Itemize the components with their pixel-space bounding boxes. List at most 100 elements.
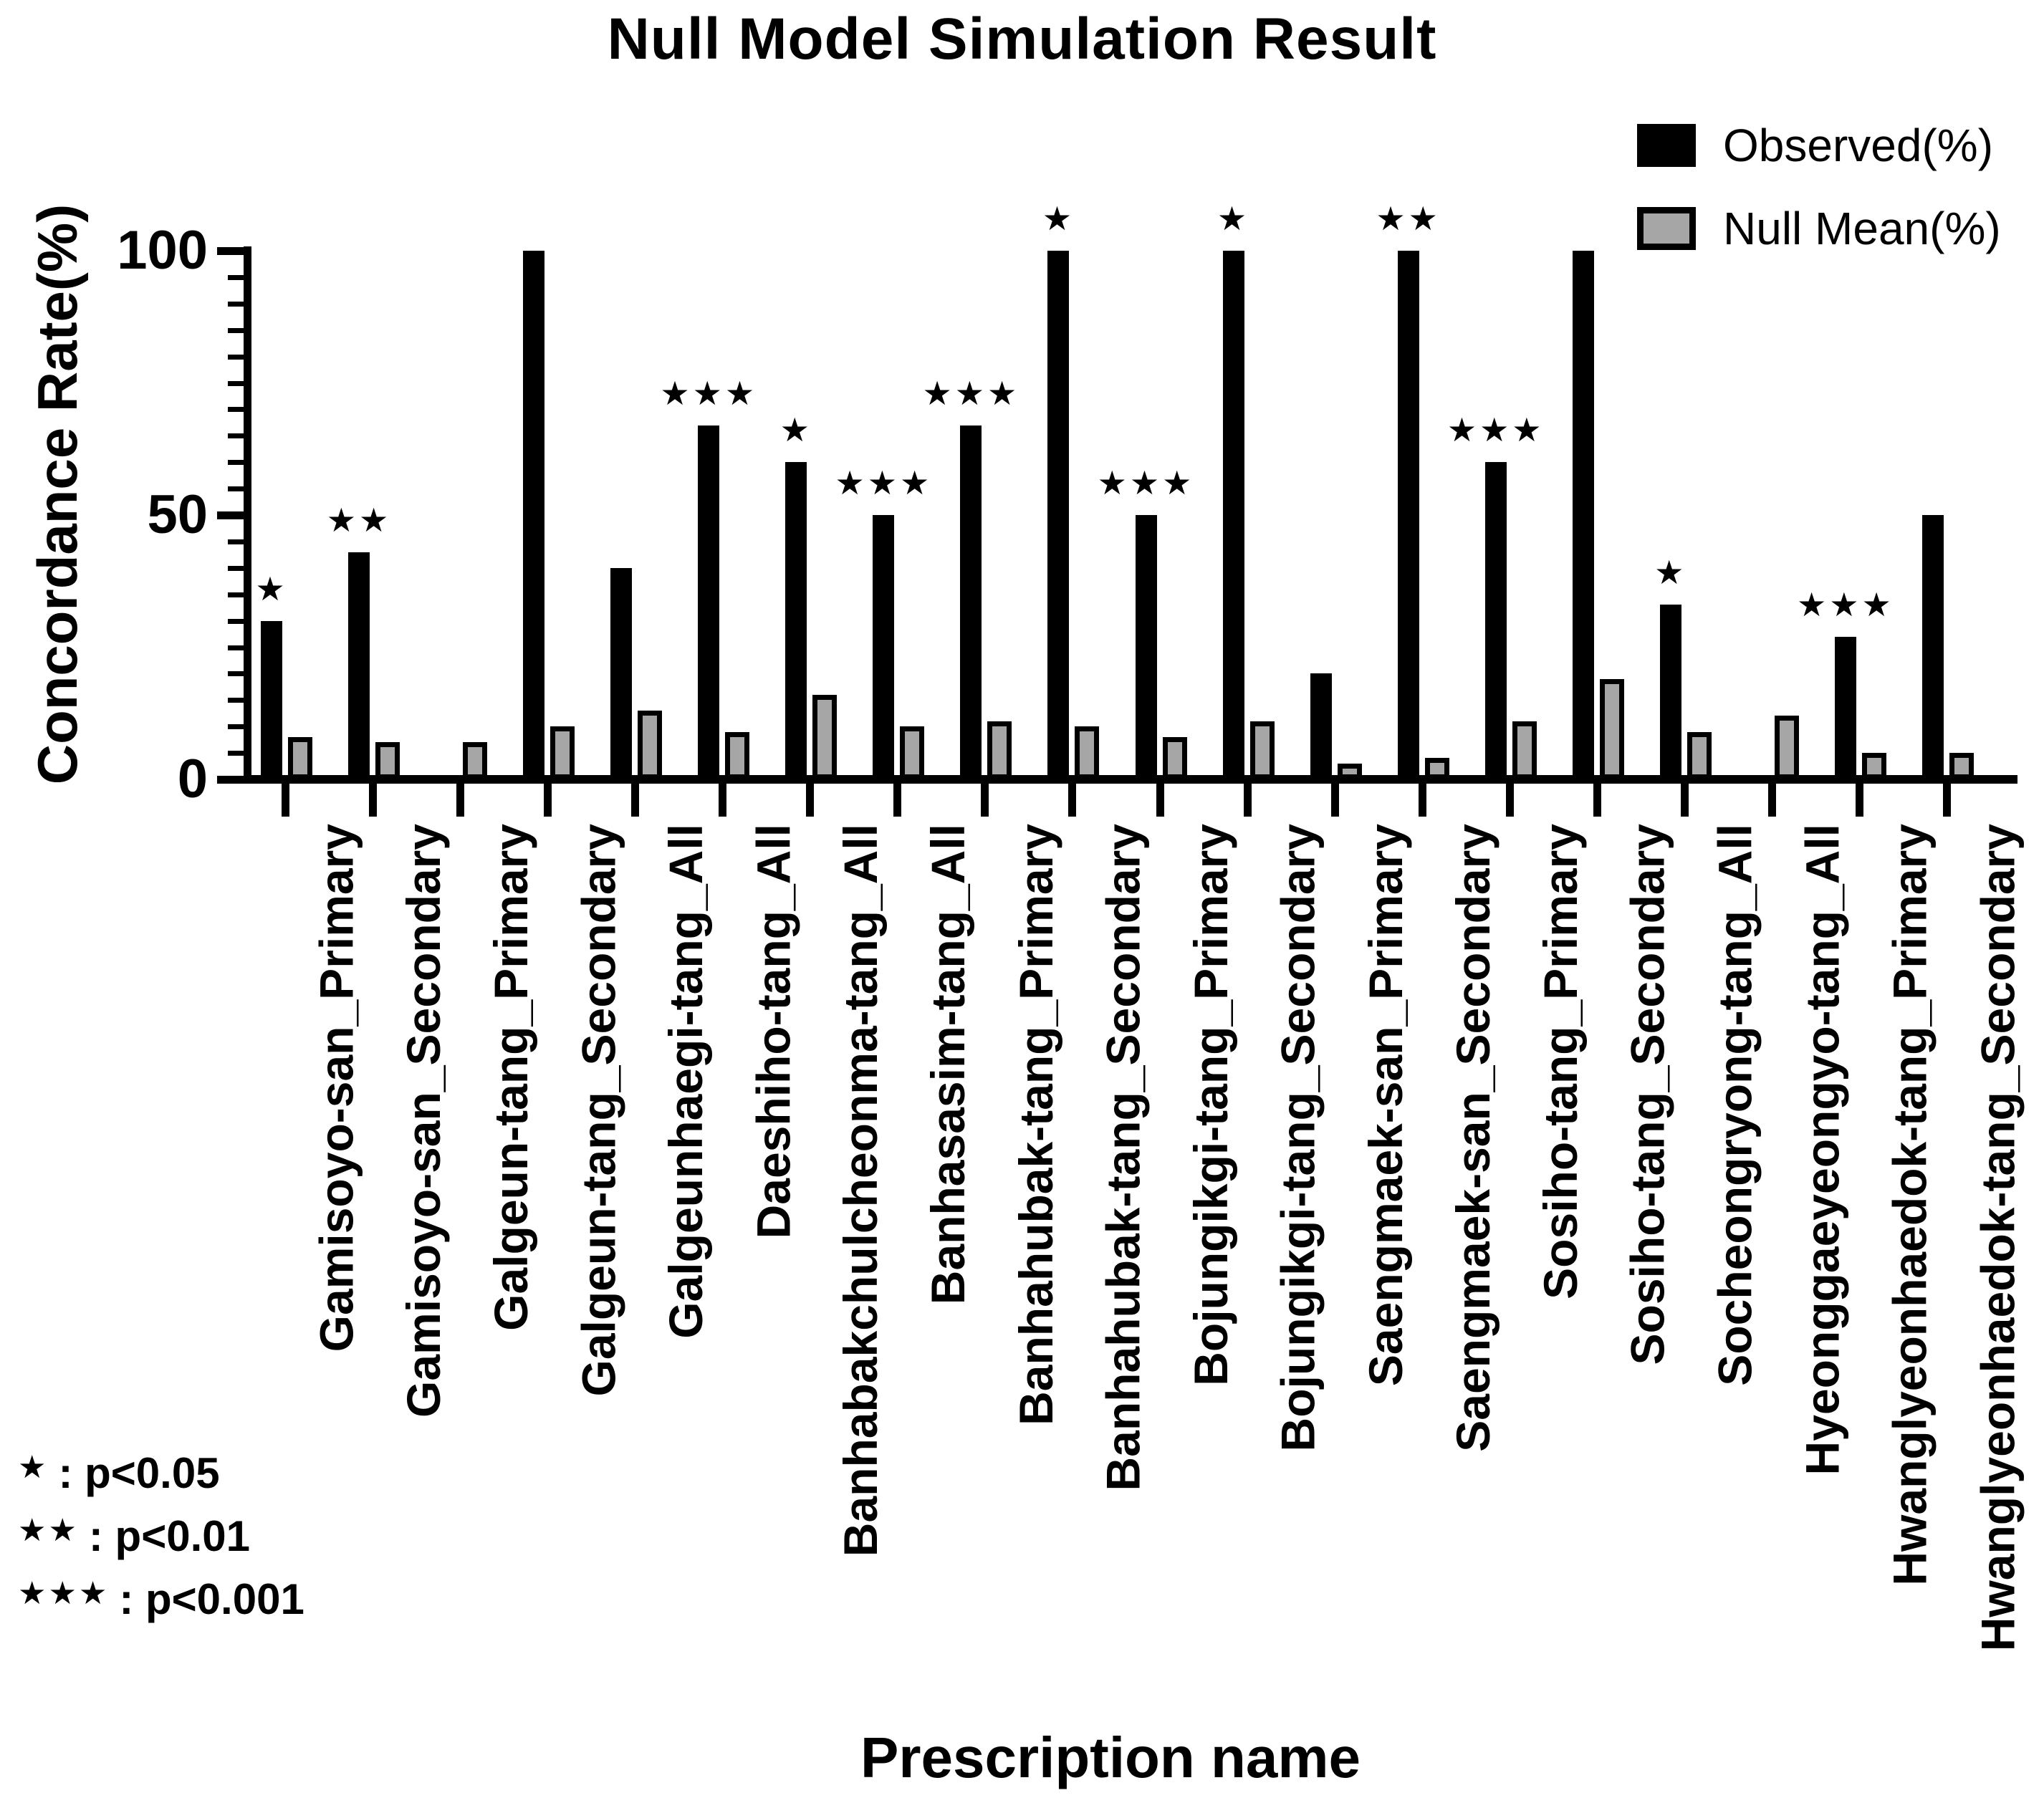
- legend-item-null-mean: Null Mean(%): [1637, 203, 2001, 254]
- y-tick-label: 0: [177, 749, 208, 809]
- legend-label-null-mean: Null Mean(%): [1723, 203, 2001, 254]
- observed-bar: [1047, 251, 1070, 779]
- x-tick: [544, 784, 552, 817]
- x-tick: [1855, 784, 1863, 817]
- x-category-label: Banhahubak-tang_Secondary: [1096, 824, 1150, 1491]
- y-minor-tick: [228, 592, 244, 597]
- x-category-label: Hwanglyeonhaedok-tang_Primary: [1883, 824, 1937, 1586]
- y-tick-label: 50: [147, 484, 208, 545]
- observed-bar: [1572, 251, 1594, 779]
- footnote-line: ★★ : p<0.01: [18, 1504, 304, 1567]
- footnote-stars-icon: ★★★: [18, 1574, 110, 1612]
- x-category-label: Socheongryong-tang_All: [1708, 824, 1762, 1386]
- null-mean-bar: [1686, 731, 1712, 779]
- x-tick: [1942, 784, 1951, 817]
- significance-stars: ★★★: [922, 373, 1020, 413]
- observed-bar: [1310, 673, 1332, 779]
- x-category-label: Sosiho-tang_Primary: [1533, 824, 1587, 1299]
- x-category-label: Banhabakchulcheonma-tang_All: [834, 824, 888, 1557]
- significance-stars: ★: [1042, 199, 1075, 238]
- y-minor-tick: [228, 380, 244, 386]
- x-tick: [1680, 784, 1689, 817]
- null-mean-swatch-icon: [1637, 207, 1696, 250]
- y-minor-tick: [228, 274, 244, 280]
- x-tick: [1243, 784, 1252, 817]
- y-axis-line: [244, 246, 251, 784]
- y-minor-tick: [228, 486, 244, 492]
- x-tick: [369, 784, 378, 817]
- observed-bar: [873, 515, 895, 779]
- significance-stars: ★★★: [1446, 410, 1545, 450]
- observed-bar: [1135, 515, 1157, 779]
- x-tick: [806, 784, 815, 817]
- null-mean-bar: [1424, 758, 1449, 779]
- observed-bar: [1921, 515, 1944, 779]
- legend-item-observed: Observed(%): [1637, 120, 2001, 171]
- y-major-tick: [217, 511, 244, 519]
- observed-bar: [960, 425, 982, 779]
- x-tick: [893, 784, 902, 817]
- x-category-label: Hwanglyeonhaedok-tang_Secondary: [1970, 824, 2024, 1652]
- null-mean-bar: [463, 742, 488, 779]
- x-tick: [719, 784, 727, 817]
- null-mean-bar: [812, 694, 838, 779]
- y-minor-tick: [228, 565, 244, 571]
- x-tick: [1505, 784, 1514, 817]
- significance-stars: ★★★: [1797, 585, 1894, 624]
- x-tick: [981, 784, 989, 817]
- observed-bar: [610, 567, 633, 779]
- significance-footnotes: ★ : p<0.05 ★★ : p<0.01 ★★★ : p<0.001: [18, 1441, 304, 1630]
- null-mean-bar: [1249, 721, 1275, 779]
- x-category-label: Saengmaek-san_Primary: [1358, 824, 1412, 1387]
- null-mean-bar: [288, 736, 312, 779]
- x-category-label: Banhahubak-tang_Primary: [1009, 824, 1062, 1425]
- observed-bar: [523, 251, 545, 779]
- x-category-label: Gamisoyo-san_Secondary: [397, 824, 451, 1418]
- significance-stars: ★★★: [1097, 463, 1195, 502]
- y-minor-tick: [228, 433, 244, 439]
- x-category-label: Galgeunhaegi-tang_All: [659, 824, 713, 1339]
- x-category-label: Galgeun-tang_Primary: [484, 824, 538, 1331]
- x-category-label: Bojungikgi-tang_Primary: [1184, 824, 1237, 1386]
- y-axis-title: Concordance Rate(%): [26, 203, 89, 785]
- y-minor-tick: [228, 301, 244, 307]
- null-mean-bar: [987, 721, 1012, 779]
- observed-swatch-icon: [1637, 124, 1696, 167]
- significance-stars: ★★: [1376, 199, 1441, 238]
- y-tick-label: 100: [117, 220, 208, 281]
- y-minor-tick: [228, 698, 244, 703]
- significance-stars: ★: [1217, 199, 1250, 238]
- observed-bar: [1484, 462, 1507, 779]
- x-tick: [631, 784, 640, 817]
- footnote-line: ★★★ : p<0.001: [18, 1567, 304, 1630]
- null-mean-bar: [1075, 726, 1100, 779]
- observed-bar: [348, 552, 370, 779]
- observed-bar: [1222, 251, 1244, 779]
- observed-bar: [1834, 636, 1856, 779]
- null-mean-bar: [638, 711, 663, 779]
- x-category-label: Gamisoyo-san_Primary: [310, 824, 363, 1352]
- y-minor-tick: [228, 724, 244, 730]
- observed-bar: [698, 425, 720, 779]
- x-tick: [1593, 784, 1601, 817]
- null-mean-bar: [900, 726, 925, 779]
- x-category-label: Hyeonggaeyeongyo-tang_All: [1795, 824, 1849, 1476]
- null-mean-bar: [1861, 753, 1886, 779]
- y-minor-tick: [228, 539, 244, 544]
- x-axis-line: [244, 775, 2017, 784]
- y-minor-tick: [228, 354, 244, 360]
- x-category-label: Bojungikgi-tang_Secondary: [1271, 824, 1325, 1452]
- footnote-line: ★ : p<0.05: [18, 1441, 304, 1504]
- significance-stars: ★★★: [660, 373, 758, 413]
- null-mean-bar: [1512, 721, 1537, 779]
- null-mean-bar: [1949, 753, 1974, 779]
- observed-bar: [785, 462, 807, 779]
- null-mean-bar: [1774, 716, 1799, 779]
- null-mean-bar: [725, 731, 750, 779]
- footnote-text: : p<0.001: [119, 1574, 304, 1623]
- y-minor-tick: [228, 407, 244, 413]
- y-minor-tick: [228, 671, 244, 677]
- x-category-label: Banhasasim-tang_All: [921, 824, 975, 1305]
- footnote-stars-icon: ★★: [18, 1511, 79, 1549]
